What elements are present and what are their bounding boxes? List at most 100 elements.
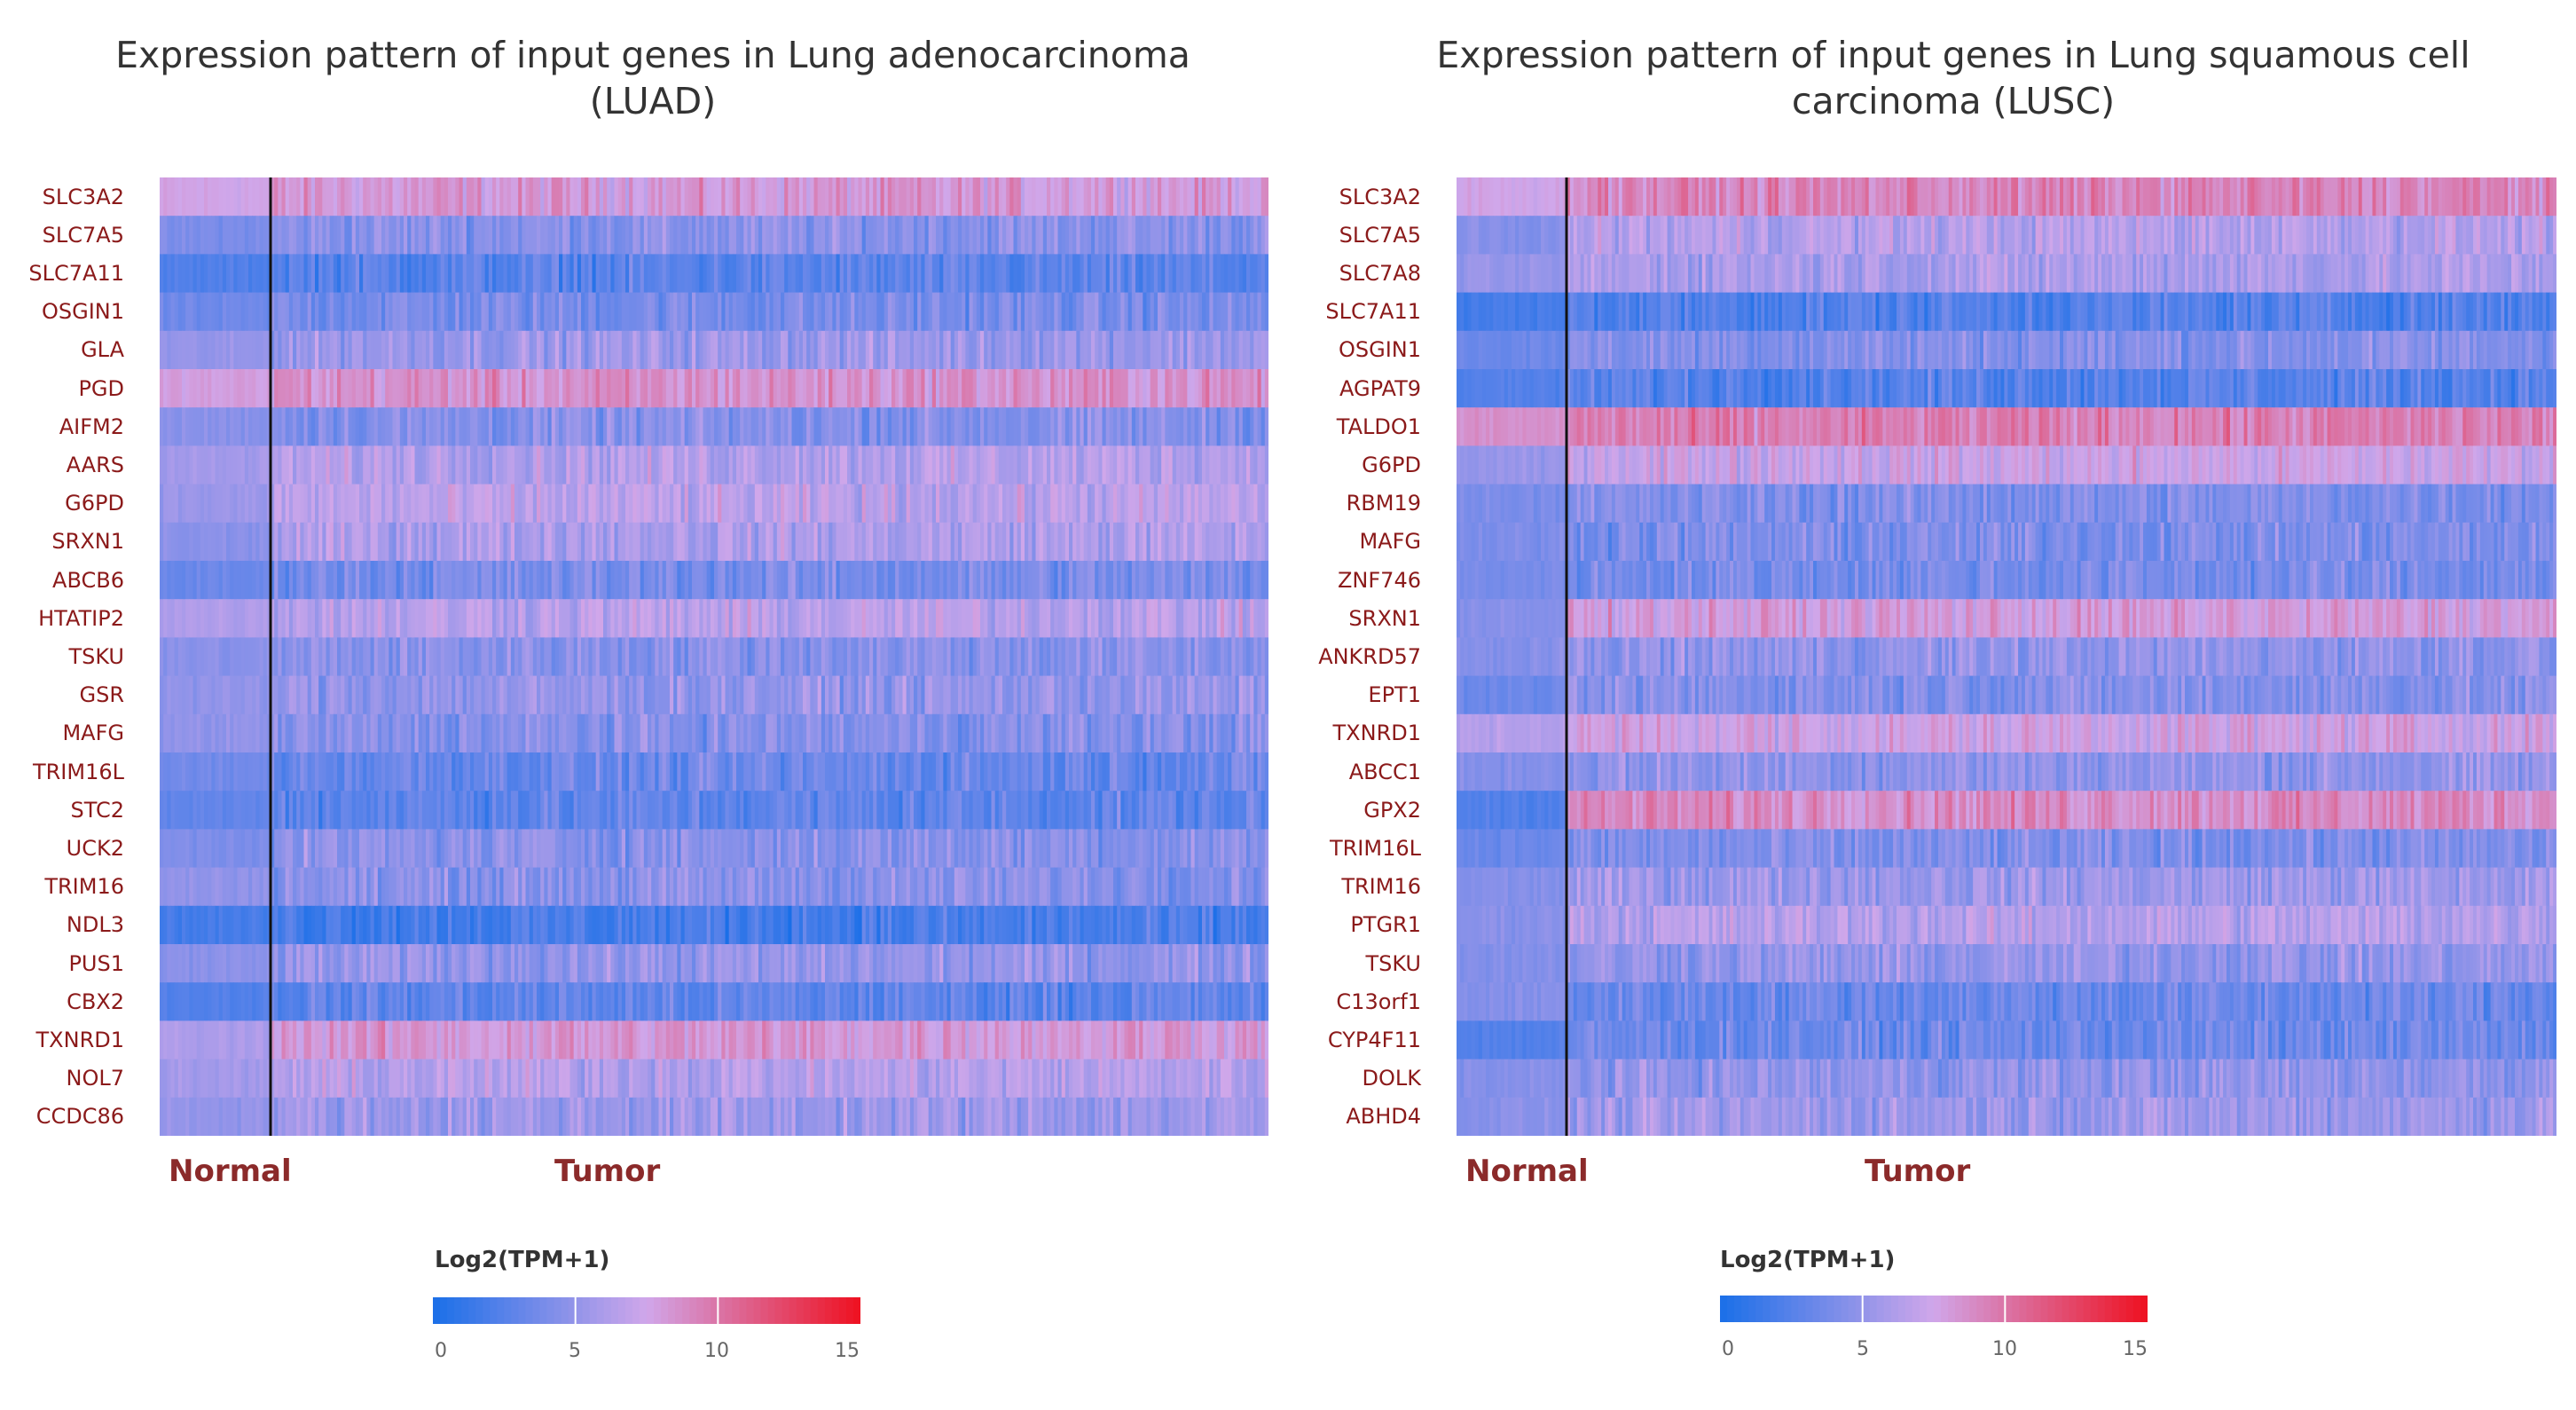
heat-cell-SLC3A2 — [895, 177, 899, 217]
heat-cell-PGD — [629, 369, 633, 408]
heat-cell-MAFG — [1064, 713, 1070, 753]
heat-cell-PGD — [655, 369, 660, 408]
heat-cell-G6PD — [994, 484, 1000, 524]
heat-cell-TRIM16L — [189, 752, 194, 792]
heat-cell-OSGIN1 — [718, 292, 722, 332]
heat-cell-TSKU — [718, 637, 722, 677]
heat-cell-HTATIP2 — [211, 599, 216, 638]
heat-cell-GSR — [773, 675, 778, 715]
heat-cell-SLC7A5 — [433, 216, 438, 255]
heat-cell-ABCB6 — [599, 561, 604, 600]
heat-cell-SLC7A5 — [858, 216, 863, 255]
heat-cell-SLC3A2 — [1076, 177, 1081, 217]
heat-cell-ABCB6 — [452, 561, 456, 600]
heat-cell-HTATIP2 — [1150, 599, 1155, 638]
heat-cell-AIFM2 — [329, 407, 334, 446]
heat-cell-HTATIP2 — [293, 599, 297, 638]
heat-cell-OSGIN1 — [470, 292, 475, 332]
heat-cell-PGD — [208, 369, 212, 408]
heat-cell-ABCB6 — [869, 561, 874, 600]
heat-cell-PGD — [743, 369, 749, 408]
heat-cell-AIFM2 — [529, 407, 534, 446]
heat-cell-MAFG — [440, 713, 445, 753]
heat-cell-SLC7A5 — [847, 216, 852, 255]
heat-cell-SRXN1 — [200, 522, 205, 562]
heat-cell-AIFM2 — [381, 407, 386, 446]
heat-cell-TRIM16L — [522, 752, 527, 792]
heat-cell-PGD — [851, 369, 855, 408]
heat-cell-SLC7A11 — [921, 254, 926, 294]
heat-cell-AIFM2 — [174, 407, 179, 446]
heat-cell-GSR — [348, 675, 353, 715]
heat-cell-GLA — [160, 330, 164, 370]
heat-cell-GSR — [880, 675, 885, 715]
heat-cell-HTATIP2 — [1194, 599, 1199, 638]
heat-cell-ABCB6 — [695, 561, 700, 600]
heat-cell-GSR — [274, 675, 279, 715]
heat-cell-TRIM16L — [773, 752, 778, 792]
heat-cell-SLC7A5 — [1076, 216, 1081, 255]
heat-cell-TSKU — [695, 637, 700, 677]
heat-cell-SLC3A2 — [884, 177, 889, 217]
heat-cell-OSGIN1 — [781, 292, 785, 332]
heat-cell-TSKU — [348, 637, 353, 677]
heat-cell-TSKU — [1250, 637, 1254, 677]
heat-cell-SLC7A11 — [928, 254, 933, 294]
heat-cell-ABCB6 — [595, 561, 601, 600]
heat-cell-OSGIN1 — [177, 292, 183, 332]
heat-cell-TRIM16L — [836, 752, 841, 792]
heat-cell-AARS — [651, 445, 656, 485]
heat-cell-SLC7A5 — [695, 216, 700, 255]
heat-cell-TRIM16L — [1017, 752, 1022, 792]
heat-cell-GSR — [599, 675, 604, 715]
heat-cell-GSR — [728, 675, 734, 715]
heat-cell-HTATIP2 — [781, 599, 785, 638]
heat-cell-ABCB6 — [732, 561, 737, 600]
heat-cell-AIFM2 — [1261, 407, 1266, 446]
heat-cell-SLC3A2 — [662, 177, 667, 217]
heat-cell-ABCB6 — [440, 561, 445, 600]
heat-cell-GSR — [629, 675, 633, 715]
heat-cell-SLC7A5 — [936, 216, 940, 255]
heat-cell-AARS — [278, 445, 283, 485]
heat-cell-AIFM2 — [274, 407, 279, 446]
heat-cell-MAFG — [1117, 713, 1121, 753]
heat-cell-SLC7A11 — [991, 254, 996, 294]
heat-cell-SLC3A2 — [847, 177, 852, 217]
heat-cell-TSKU — [1257, 637, 1262, 677]
heat-cell-STC2 — [281, 791, 287, 830]
heat-cell-MAFG — [174, 713, 179, 753]
heat-cell-AARS — [1216, 445, 1221, 485]
heat-cell-HTATIP2 — [477, 599, 483, 638]
heat-cell-SLC7A5 — [710, 216, 715, 255]
heat-cell-HTATIP2 — [954, 599, 959, 638]
heat-cell-HTATIP2 — [492, 599, 497, 638]
heat-cell-ABCB6 — [444, 561, 449, 600]
heat-cell-SLC7A11 — [1131, 254, 1136, 294]
heat-cell-MAFG — [902, 713, 907, 753]
heat-cell-OSGIN1 — [1168, 292, 1174, 332]
heat-cell-MAFG — [237, 713, 242, 753]
heat-cell-TSKU — [266, 637, 271, 677]
heat-cell-STC2 — [699, 791, 704, 830]
heat-cell-MAFG — [255, 713, 261, 753]
heat-cell-G6PD — [1061, 484, 1066, 524]
heat-cell-SLC7A5 — [1028, 216, 1033, 255]
heat-cell-TSKU — [240, 637, 246, 677]
heat-cell-SLC3A2 — [389, 177, 394, 217]
heat-cell-MAFG — [452, 713, 456, 753]
heat-cell-SLC7A5 — [411, 216, 416, 255]
heat-cell-AARS — [958, 445, 962, 485]
heat-cell-GLA — [300, 330, 305, 370]
heat-cell-PGD — [263, 369, 268, 408]
heat-cell-SLC3A2 — [766, 177, 771, 217]
heat-cell-GLA — [887, 330, 892, 370]
heat-cell-STC2 — [658, 791, 664, 830]
heat-cell-HTATIP2 — [917, 599, 922, 638]
heat-cell-OSGIN1 — [743, 292, 749, 332]
heat-cell-G6PD — [466, 484, 471, 524]
heat-cell-GLA — [610, 330, 616, 370]
heat-cell-SRXN1 — [163, 522, 168, 562]
heat-cell-TSKU — [640, 637, 645, 677]
heat-cell-ABCB6 — [954, 561, 959, 600]
